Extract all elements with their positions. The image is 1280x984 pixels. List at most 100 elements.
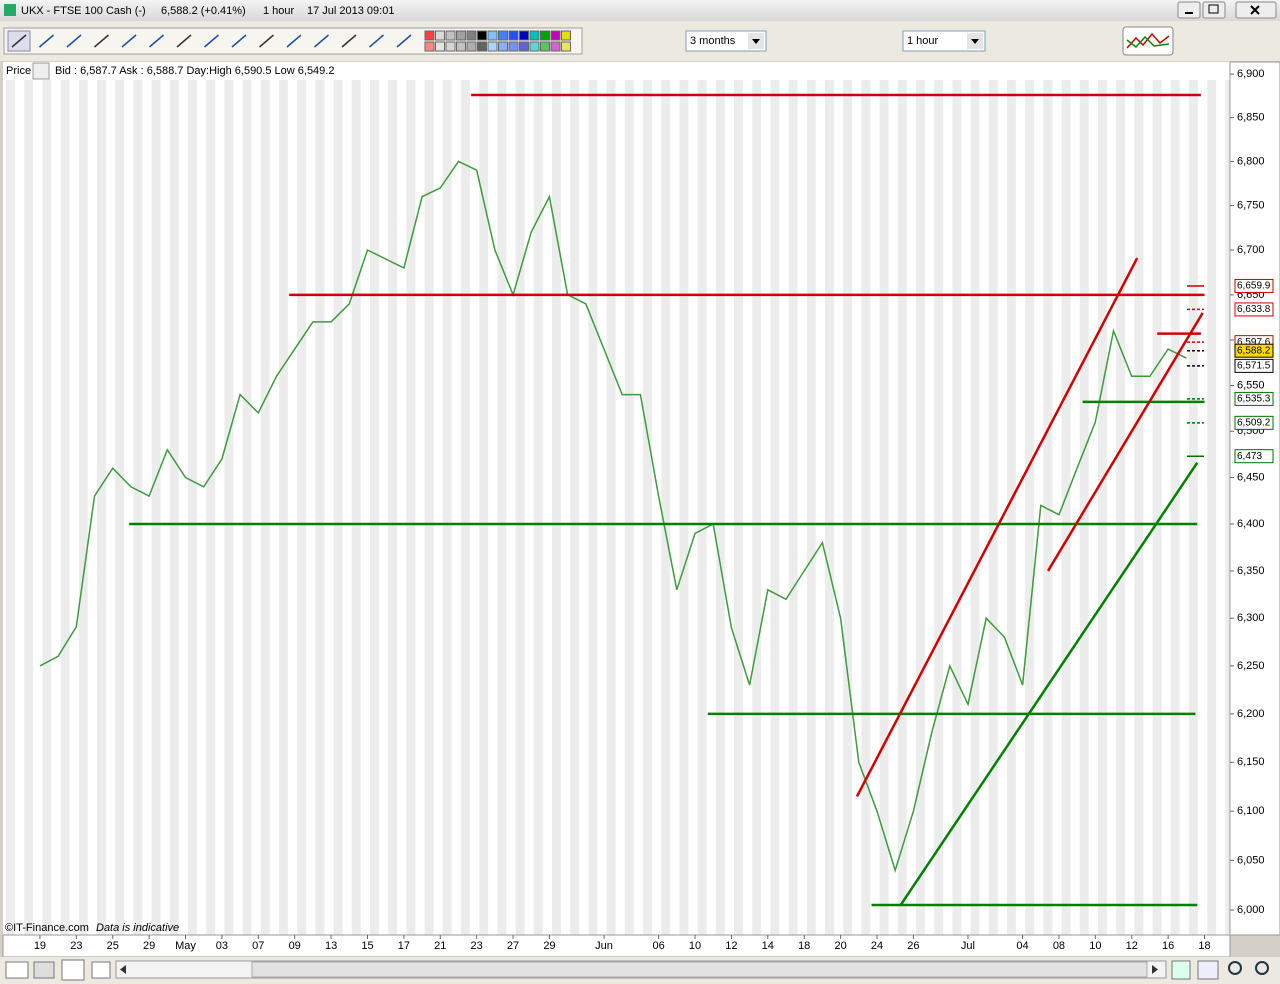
color-swatch[interactable] <box>445 41 456 52</box>
x-tick-label: 12 <box>1126 940 1138 952</box>
color-swatch[interactable] <box>498 41 508 52</box>
x-tick-label: 26 <box>907 940 919 952</box>
color-swatch[interactable] <box>529 41 540 52</box>
x-tick-label: 20 <box>834 940 846 952</box>
price-tag <box>1234 449 1274 464</box>
chart-type-button[interactable] <box>1171 960 1191 980</box>
zoom-fit-button[interactable] <box>1197 960 1219 980</box>
day-stripes <box>3 80 1230 935</box>
color-swatch[interactable] <box>487 30 498 41</box>
x-tick-label: Jul <box>961 940 975 952</box>
interval-select[interactable] <box>902 30 986 52</box>
color-swatch[interactable] <box>561 41 571 52</box>
price-tag-label: 6,571.5 <box>1237 361 1271 372</box>
y-tick-label: 6,350 <box>1237 565 1265 577</box>
tool-icon <box>341 34 357 48</box>
y-tick-label: 6,000 <box>1237 904 1265 916</box>
zoom-out-button[interactable] <box>1228 961 1242 975</box>
price-tag-label: 6,473 <box>1237 451 1262 462</box>
price-tag-label: 6,597.6 <box>1237 337 1271 348</box>
tool-icon <box>204 34 219 48</box>
x-tick-label: Jun <box>595 940 613 952</box>
color-swatch[interactable] <box>550 30 561 41</box>
tool-icon <box>286 34 302 48</box>
zoom-in-button[interactable] <box>1255 961 1269 975</box>
drawing-tools <box>7 30 571 52</box>
x-tick-label: 18 <box>798 940 810 952</box>
x-tick-label: 19 <box>34 940 46 952</box>
y-tick-label: 6,450 <box>1237 471 1265 483</box>
color-swatch[interactable] <box>477 41 487 52</box>
price-tag <box>1234 343 1274 358</box>
panel-settings[interactable] <box>32 62 50 80</box>
color-swatch[interactable] <box>498 30 508 41</box>
price-tag-label: 6,633.8 <box>1237 304 1271 315</box>
window-interval: 1 hour <box>263 5 295 17</box>
minimize-button[interactable] <box>1177 1 1201 19</box>
cursor-button[interactable] <box>61 959 85 981</box>
x-tick-label: 27 <box>507 940 519 952</box>
title-bar <box>0 0 1280 21</box>
color-swatch[interactable] <box>561 30 571 41</box>
x-tick-label: 29 <box>143 940 155 952</box>
y-tick-label: 6,250 <box>1237 660 1265 672</box>
quote-info: Bid : 6,587.7 Ask : 6,588.7 Day:High 6,5… <box>55 65 334 77</box>
restore-button[interactable] <box>1202 1 1226 19</box>
tool-icon <box>149 34 164 48</box>
color-swatch[interactable] <box>529 30 540 41</box>
y-tick-label: 6,700 <box>1237 244 1265 256</box>
interval-value: 1 hour <box>907 35 939 47</box>
scroll-thumb[interactable] <box>251 961 1148 978</box>
color-swatch[interactable] <box>456 30 466 41</box>
window-buttons <box>1177 1 1277 19</box>
color-swatch[interactable] <box>519 41 529 52</box>
window-quote: 6,588.2 (+0.41%) <box>161 5 246 17</box>
color-swatch[interactable] <box>435 41 445 52</box>
x-tick-label: 04 <box>1016 940 1028 952</box>
price-tag <box>1234 391 1274 406</box>
restore-icon <box>1208 4 1219 14</box>
email-button[interactable] <box>5 961 29 979</box>
x-tick-label: 23 <box>471 940 483 952</box>
x-tick-label: 24 <box>871 940 883 952</box>
copyright: ©IT-Finance.com <box>5 922 89 934</box>
y-tick-label: 6,550 <box>1237 379 1265 391</box>
color-swatch[interactable] <box>424 30 435 41</box>
y-tick-label: 6,200 <box>1237 708 1265 720</box>
close-icon <box>1250 5 1260 15</box>
color-swatch[interactable] <box>508 41 519 52</box>
color-swatch[interactable] <box>466 30 477 41</box>
app-icon <box>4 4 16 16</box>
color-swatch[interactable] <box>508 30 519 41</box>
color-swatch[interactable] <box>477 30 487 41</box>
y-tick-label: 6,850 <box>1237 112 1265 124</box>
color-swatch[interactable] <box>435 30 445 41</box>
price-line <box>39 160 1187 873</box>
x-tick-label: 09 <box>289 940 301 952</box>
color-swatch[interactable] <box>487 41 498 52</box>
price-tag <box>1234 415 1274 430</box>
color-swatch[interactable] <box>424 41 435 52</box>
tool-icon <box>396 34 412 48</box>
color-swatch[interactable] <box>540 30 550 41</box>
color-swatch[interactable] <box>445 30 456 41</box>
price-tag <box>1234 302 1274 317</box>
minimize-icon <box>1185 12 1193 14</box>
x-tick-label: 25 <box>107 940 119 952</box>
color-swatch[interactable] <box>466 41 477 52</box>
color-swatch[interactable] <box>519 30 529 41</box>
color-swatch[interactable] <box>456 41 466 52</box>
x-tick-label: 29 <box>543 940 555 952</box>
color-swatch[interactable] <box>540 41 550 52</box>
color-swatch[interactable] <box>550 41 561 52</box>
tool-icon <box>231 34 247 48</box>
data-note: Data is indicative <box>96 922 179 934</box>
x-tick-label: 21 <box>434 940 446 952</box>
period-select[interactable] <box>685 30 767 52</box>
price-tag-label: 6,659.9 <box>1237 281 1271 292</box>
x-tick-label: May <box>175 940 196 952</box>
x-tick-label: 17 <box>398 940 410 952</box>
save-button[interactable] <box>91 961 111 979</box>
print-button[interactable] <box>33 961 55 979</box>
